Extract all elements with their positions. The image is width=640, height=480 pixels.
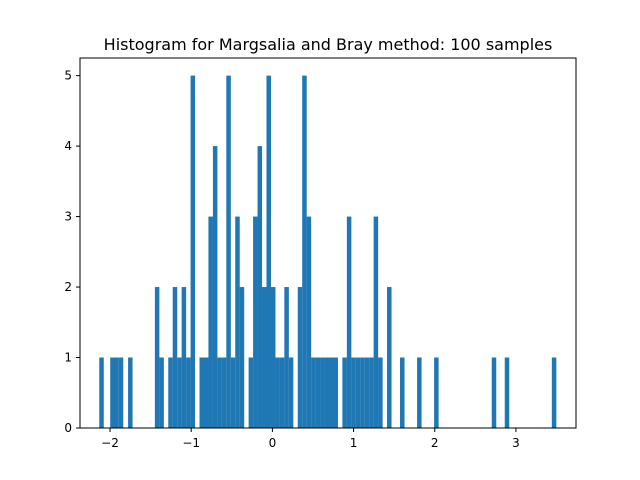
x-tick-label: −1 <box>182 436 200 450</box>
y-tick-label: 5 <box>64 69 72 83</box>
histogram-bar <box>118 357 124 428</box>
histogram-bar <box>172 287 178 428</box>
histogram-bar <box>262 287 267 428</box>
histogram-bar <box>186 357 191 428</box>
bars-group <box>99 75 557 429</box>
histogram-bar <box>302 75 307 429</box>
histogram-bar <box>99 357 104 428</box>
histogram-bar <box>342 357 347 428</box>
histogram-bar <box>226 75 231 429</box>
histogram-bar <box>417 357 422 428</box>
plot-frame <box>79 57 577 429</box>
histogram-bar <box>159 357 164 428</box>
histogram-bar <box>551 357 557 428</box>
x-tick-label: 0 <box>269 436 277 450</box>
histogram-bar <box>306 216 312 428</box>
histogram-bar <box>239 287 245 428</box>
y-tick-label: 2 <box>64 280 72 294</box>
histogram-bar <box>346 216 352 428</box>
histogram-bar <box>333 357 338 428</box>
histogram-bar <box>504 357 510 428</box>
y-tick-label: 1 <box>64 351 72 365</box>
histogram-bar <box>181 287 187 428</box>
histogram-bar <box>199 357 205 428</box>
histogram-bar <box>387 287 392 428</box>
histogram-bar <box>266 75 271 429</box>
histogram-bar <box>230 357 236 428</box>
histogram-bar <box>168 357 173 428</box>
histogram-bar <box>369 357 374 428</box>
histogram-bar <box>253 216 258 428</box>
y-tick-label: 0 <box>64 421 72 435</box>
y-tick-label: 4 <box>64 139 72 153</box>
chart-title: Histogram for Margsalia and Bray method:… <box>104 35 553 54</box>
x-axis-ticks: −2 −1 0 1 2 3 <box>101 428 520 450</box>
histogram-bar <box>114 357 119 428</box>
histogram-bar <box>378 357 383 428</box>
histogram-bar <box>270 287 276 428</box>
histogram-bar <box>311 357 316 428</box>
histogram-bar <box>284 287 289 428</box>
x-tick-label: 3 <box>512 436 520 450</box>
histogram-bar <box>373 216 379 428</box>
histogram-bar <box>275 357 280 428</box>
histogram-bar <box>128 357 133 428</box>
histogram-bar <box>491 357 497 428</box>
histogram-bar <box>288 357 294 428</box>
histogram-bar <box>360 357 365 428</box>
histogram-bar <box>248 357 254 428</box>
histogram-bar <box>177 357 182 428</box>
histogram-bar <box>217 357 222 428</box>
histogram-bar <box>279 357 285 428</box>
histogram-bar <box>434 357 439 428</box>
histogram-bar <box>221 357 227 428</box>
histogram-bar <box>110 357 115 428</box>
x-tick-label: −2 <box>101 436 119 450</box>
histogram-bar <box>400 357 405 428</box>
histogram-bar <box>190 75 196 429</box>
histogram-bar <box>328 357 334 428</box>
y-axis-ticks: 0 1 2 3 4 5 <box>64 69 80 435</box>
histogram-bar <box>315 357 321 428</box>
histogram-bar <box>235 216 240 428</box>
histogram-bar <box>208 216 213 428</box>
histogram-bar <box>212 146 218 428</box>
histogram-bar <box>154 287 160 428</box>
histogram-bar <box>324 357 330 428</box>
histogram-bar <box>351 357 356 428</box>
histogram-bar <box>203 357 209 428</box>
histogram-bar <box>320 357 325 428</box>
histogram-bar <box>364 357 370 428</box>
x-tick-label: 1 <box>350 436 358 450</box>
histogram-bar <box>257 146 263 428</box>
y-tick-label: 3 <box>64 210 72 224</box>
histogram-bar <box>297 287 303 428</box>
histogram-bar <box>355 357 361 428</box>
x-tick-label: 2 <box>431 436 439 450</box>
